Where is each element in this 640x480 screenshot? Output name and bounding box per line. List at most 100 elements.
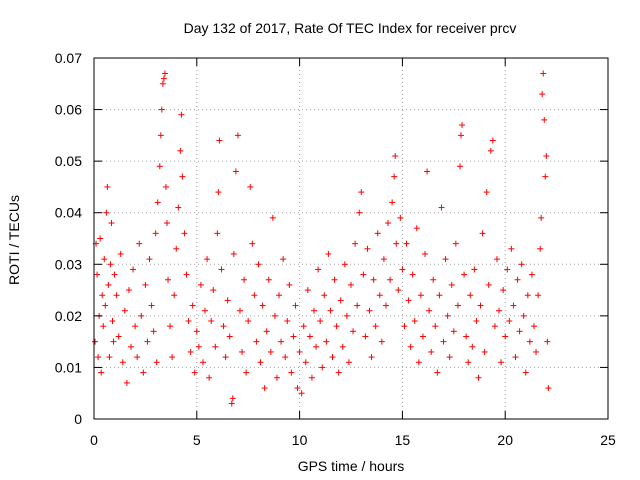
data-point xyxy=(95,354,102,361)
data-point xyxy=(271,312,278,319)
data-point xyxy=(364,245,371,252)
data-point xyxy=(319,364,326,371)
data-point xyxy=(119,359,126,366)
data-point xyxy=(424,168,431,175)
data-point xyxy=(107,261,114,268)
data-point xyxy=(210,287,217,294)
data-point xyxy=(463,333,470,340)
data-point xyxy=(352,240,359,247)
y-tick-label: 0.05 xyxy=(55,153,82,169)
data-points xyxy=(92,70,552,407)
data-point xyxy=(241,276,248,283)
data-point xyxy=(193,328,200,335)
data-point xyxy=(255,261,262,268)
data-point xyxy=(500,287,507,294)
data-point xyxy=(479,230,486,237)
data-point xyxy=(456,163,463,170)
data-point xyxy=(397,214,404,221)
data-point xyxy=(541,116,548,123)
data-point xyxy=(108,220,115,227)
data-point xyxy=(471,266,478,273)
data-point xyxy=(296,348,303,355)
data-point xyxy=(520,312,527,319)
data-point xyxy=(446,354,453,361)
data-point xyxy=(136,240,143,247)
data-point xyxy=(191,369,198,376)
data-point xyxy=(236,307,243,314)
data-point xyxy=(469,343,476,350)
data-point xyxy=(493,256,500,263)
data-point xyxy=(374,230,381,237)
data-point xyxy=(539,91,546,98)
data-point xyxy=(229,395,236,402)
data-point xyxy=(496,307,503,314)
data-point xyxy=(134,354,141,361)
data-point xyxy=(125,287,132,294)
data-point xyxy=(506,318,513,325)
data-point xyxy=(117,250,124,257)
data-point xyxy=(113,292,120,299)
data-point xyxy=(185,318,192,325)
data-point xyxy=(265,276,272,283)
data-point xyxy=(161,70,168,77)
data-point xyxy=(138,312,145,319)
data-point xyxy=(325,250,332,257)
data-point xyxy=(111,271,118,278)
data-point xyxy=(434,369,441,376)
data-point xyxy=(422,250,429,257)
data-point xyxy=(310,307,317,314)
data-point xyxy=(401,323,408,330)
data-point xyxy=(175,204,182,211)
data-point xyxy=(251,292,258,299)
data-point xyxy=(104,183,111,190)
data-point xyxy=(508,245,515,252)
data-point xyxy=(97,235,104,242)
data-point xyxy=(360,271,367,278)
y-tick-label: 0.07 xyxy=(55,50,82,66)
data-point xyxy=(189,302,196,309)
data-point xyxy=(162,183,169,190)
data-point xyxy=(504,266,511,273)
data-point xyxy=(491,323,498,330)
y-tick-label: 0 xyxy=(74,411,82,427)
data-point xyxy=(526,338,533,345)
data-point xyxy=(302,359,309,366)
data-point xyxy=(395,287,402,294)
data-point xyxy=(245,318,252,325)
data-point xyxy=(473,318,480,325)
data-point xyxy=(432,323,439,330)
data-point xyxy=(220,323,227,330)
data-point xyxy=(92,338,99,345)
data-point xyxy=(169,354,176,361)
y-tick-label: 0.04 xyxy=(55,205,82,221)
data-point xyxy=(253,338,260,345)
data-point xyxy=(156,163,163,170)
data-point xyxy=(284,318,291,325)
data-point xyxy=(358,189,365,196)
x-tick-label: 0 xyxy=(90,432,98,448)
data-point xyxy=(249,240,256,247)
data-point xyxy=(216,137,223,144)
data-point xyxy=(123,379,130,386)
data-point xyxy=(459,122,466,129)
data-point xyxy=(204,256,211,263)
data-point xyxy=(163,220,170,227)
data-point xyxy=(457,132,464,139)
data-point xyxy=(512,354,519,361)
data-point xyxy=(389,199,396,206)
data-point xyxy=(171,292,178,299)
data-point xyxy=(356,209,363,216)
data-point xyxy=(153,359,160,366)
data-point xyxy=(510,302,517,309)
data-point xyxy=(327,307,334,314)
data-point xyxy=(399,266,406,273)
data-point xyxy=(206,374,213,381)
data-point xyxy=(177,147,184,154)
data-point xyxy=(354,302,361,309)
data-point xyxy=(218,266,225,273)
data-point xyxy=(477,302,484,309)
data-point xyxy=(454,302,461,309)
data-point xyxy=(173,245,180,252)
data-point xyxy=(187,348,194,355)
